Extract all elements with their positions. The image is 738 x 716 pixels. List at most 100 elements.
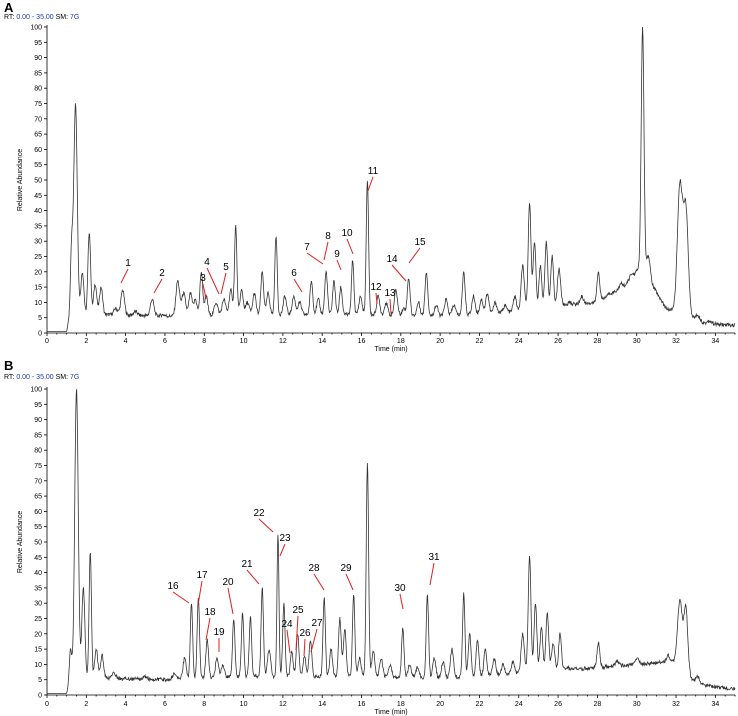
x-tick-label: 6 (163, 338, 167, 345)
peak-label-10: 10 (341, 228, 353, 239)
y-tick-label: 25 (34, 254, 42, 261)
chart-header: RT: 0.00 - 35.00 SM: 7G (4, 14, 79, 21)
peak-label-25: 25 (292, 605, 304, 616)
x-tick-label: 24 (515, 701, 523, 708)
peak-leader-line (399, 593, 404, 610)
x-tick-label: 20 (436, 701, 444, 708)
y-tick-label: 55 (34, 162, 42, 169)
y-tick-label: 85 (34, 432, 42, 439)
y-tick-label: 25 (34, 616, 42, 623)
peak-leader-line (346, 238, 354, 255)
peak-label-27: 27 (311, 618, 323, 629)
x-tick-label: 6 (163, 701, 167, 708)
y-tick-label: 45 (34, 193, 42, 200)
peak-leader-line (295, 615, 299, 651)
peak-label-6: 6 (291, 268, 297, 279)
y-tick-label: 40 (34, 570, 42, 577)
x-tick-label: 10 (240, 338, 248, 345)
rt-label: RT: (4, 374, 16, 381)
x-tick-label: 34 (711, 338, 719, 345)
y-axis-title: Relative Abundance (17, 511, 24, 573)
y-tick-label: 60 (34, 509, 42, 516)
y-tick-label: 70 (34, 478, 42, 485)
x-axis-title: Time (min) (374, 709, 407, 716)
x-tick-label: 22 (476, 701, 484, 708)
peak-label-16: 16 (167, 581, 179, 592)
y-tick-label: 65 (34, 494, 42, 501)
peak-label-8: 8 (325, 231, 331, 242)
chart-panel-b: BRT: 0.00 - 35.00 SM: 7G0510152025303540… (4, 358, 736, 716)
peak-label-30: 30 (394, 583, 406, 594)
sm-value: 7G (70, 14, 79, 21)
peak-label-20: 20 (222, 577, 234, 588)
x-tick-label: 26 (554, 701, 562, 708)
x-tick-label: 30 (633, 701, 641, 708)
peak-leader-line (258, 518, 274, 533)
y-tick-label: 80 (34, 448, 42, 455)
x-tick-label: 14 (318, 338, 326, 345)
peak-leader-line (389, 298, 392, 315)
x-tick-label: 34 (711, 701, 719, 708)
y-tick-label: 60 (34, 147, 42, 154)
y-tick-label: 15 (34, 647, 42, 654)
y-tick-label: 30 (34, 601, 42, 608)
y-tick-label: 50 (34, 178, 42, 185)
peak-label-14: 14 (386, 254, 398, 265)
x-tick-label: 18 (397, 701, 405, 708)
y-tick-label: 70 (34, 116, 42, 123)
x-tick-label: 12 (279, 701, 287, 708)
peak-leader-line (391, 264, 407, 282)
y-tick-label: 20 (34, 631, 42, 638)
y-tick-label: 45 (34, 555, 42, 562)
peak-label-15: 15 (414, 237, 426, 248)
x-tick-label: 22 (476, 338, 484, 345)
x-tick-label: 0 (45, 338, 49, 345)
peak-leader-line (306, 252, 324, 265)
y-tick-label: 0 (38, 693, 42, 700)
x-tick-label: 32 (672, 338, 680, 345)
sm-label: SM: (56, 14, 70, 21)
peak-leader-line (313, 573, 325, 591)
x-tick-label: 26 (554, 338, 562, 345)
peak-label-26: 26 (299, 628, 311, 639)
peak-label-31: 31 (428, 552, 440, 563)
peak-label-3: 3 (200, 273, 206, 284)
x-tick-label: 14 (318, 701, 326, 708)
sm-value: 7G (70, 374, 79, 381)
y-tick-label: 20 (34, 269, 42, 276)
peak-label-29: 29 (340, 563, 352, 574)
y-tick-label: 90 (34, 55, 42, 62)
y-tick-label: 5 (38, 677, 42, 684)
peak-leader-line (220, 272, 227, 295)
y-tick-label: 15 (34, 285, 42, 292)
peak-label-19: 19 (213, 627, 225, 638)
peak-leader-line (120, 268, 129, 284)
peak-leader-line (286, 629, 291, 654)
y-tick-label: 0 (38, 331, 42, 338)
peak-leader-line (206, 267, 220, 295)
chart-panel-a: ART: 0.00 - 35.00 SM: 7G0510152025303540… (4, 0, 736, 353)
y-tick-label: 85 (34, 70, 42, 77)
peak-label-13: 13 (384, 288, 396, 299)
x-tick-label: 4 (124, 338, 128, 345)
x-tick-label: 12 (279, 338, 287, 345)
x-tick-label: 4 (124, 701, 128, 708)
peak-leader-line (197, 580, 203, 606)
x-tick-label: 28 (594, 701, 602, 708)
y-tick-label: 40 (34, 208, 42, 215)
peak-leader-line (345, 573, 354, 591)
peak-leader-line (375, 292, 378, 305)
peak-label-5: 5 (223, 262, 229, 273)
x-axis-title: Time (min) (374, 346, 407, 353)
peak-label-17: 17 (196, 570, 208, 581)
rt-value: 0.00 - 35.00 (16, 14, 55, 21)
peak-label-28: 28 (308, 563, 320, 574)
rt-value: 0.00 - 35.00 (16, 374, 55, 381)
chromatogram-trace (47, 389, 736, 694)
chart-header: RT: 0.00 - 35.00 SM: 7G (4, 374, 79, 381)
peak-label-7: 7 (304, 242, 310, 253)
y-tick-label: 55 (34, 524, 42, 531)
peak-leader-line (227, 587, 234, 615)
peak-leader-line (408, 247, 421, 264)
